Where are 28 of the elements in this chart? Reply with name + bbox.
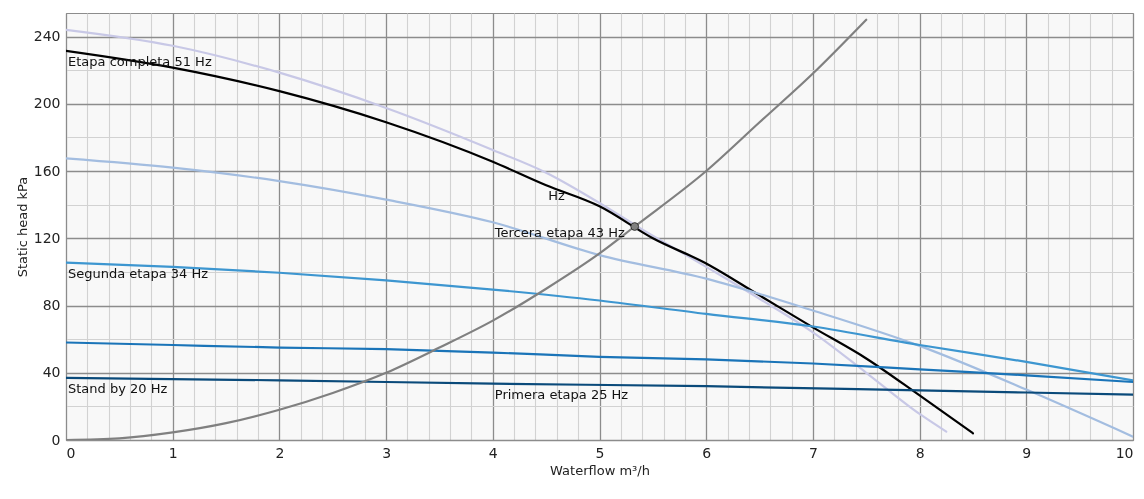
line-series [66, 157, 1133, 438]
x-tick-label: 3 [382, 444, 392, 461]
y-axis-title: Static head kPa [14, 176, 30, 278]
annotation: Stand by 20 Hz [68, 380, 168, 396]
x-tick-label: 10 [1115, 444, 1134, 461]
x-tick-label: 5 [595, 444, 605, 461]
y-tick-label: 40 [42, 364, 61, 381]
y-tick-label: 0 [51, 431, 61, 448]
x-axis-title: Waterflow m³/h [550, 462, 650, 478]
annotation: Primera etapa 25 Hz [494, 386, 629, 402]
x-tick-label: 6 [702, 444, 712, 461]
x-tick-label: 9 [1022, 444, 1032, 461]
x-tick-label: 0 [66, 444, 76, 461]
x-tick-label: 4 [488, 444, 498, 461]
annotation: Tercera etapa 43 Hz [493, 225, 626, 241]
y-tick-label: 240 [33, 28, 61, 45]
y-tick-label: 200 [33, 95, 61, 112]
x-tick-label: 7 [808, 444, 818, 461]
line-series [66, 341, 1133, 384]
y-tick-label: 80 [42, 297, 61, 314]
x-tick-label: 2 [275, 444, 285, 461]
line-series [66, 261, 1133, 382]
annotation: Hz [548, 188, 565, 204]
x-tick-label: 8 [915, 444, 925, 461]
y-tick-label: 120 [33, 229, 61, 246]
annotation: Segunda etapa 34 Hz [68, 265, 209, 281]
y-tick-label: 160 [33, 162, 61, 179]
x-tick-label: 1 [168, 444, 178, 461]
